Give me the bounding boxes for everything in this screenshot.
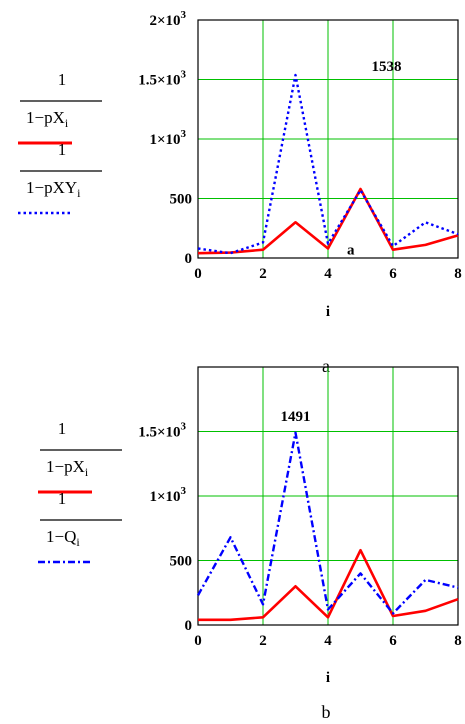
series-line-2 bbox=[197, 73, 459, 255]
legend-numerator: 1 bbox=[58, 70, 67, 89]
y-tick-label: 1×103 bbox=[149, 128, 186, 148]
plot-frame bbox=[197, 19, 459, 259]
x-tick-label: 8 bbox=[454, 633, 462, 649]
legend-numerator: 1 bbox=[58, 419, 67, 438]
legend-entry-2: 1 1−pXYi bbox=[18, 140, 102, 215]
y-tick-label: 2×103 bbox=[149, 9, 186, 29]
x-axis-label: i bbox=[326, 304, 330, 320]
y-tick-label: 0 bbox=[185, 251, 193, 267]
y-tick-label: 1×103 bbox=[149, 485, 186, 505]
chart-caption: b bbox=[322, 702, 331, 722]
series-line-2 bbox=[196, 431, 459, 615]
y-tick-label: 500 bbox=[170, 554, 193, 570]
chart-caption: a bbox=[322, 356, 330, 376]
annotation-label: 1538 bbox=[372, 59, 402, 75]
legend-entry-1: 1 1−pXi bbox=[38, 419, 122, 494]
series-line-1 bbox=[197, 187, 459, 255]
legend-denominator: 1−pXi bbox=[26, 108, 69, 130]
x-tick-label: 0 bbox=[194, 633, 202, 649]
x-tick-label: 4 bbox=[324, 633, 332, 649]
legend-denominator: 1−Qi bbox=[46, 527, 80, 549]
legend-numerator: 1 bbox=[58, 140, 67, 159]
legend-entry-2: 1 1−Qi bbox=[38, 489, 122, 564]
legend-numerator: 1 bbox=[58, 489, 67, 508]
chart-b: 0 500 1×103 1.5×103 0 2 4 6 8 ib 1491 1 1−pXi 1 1−Qi bbox=[38, 366, 462, 722]
legend-denominator: 1−pXi bbox=[46, 457, 89, 479]
x-tick-label: 6 bbox=[389, 633, 397, 649]
annotation-label: a bbox=[347, 242, 355, 258]
legend-entry-1: 1 1−pXi bbox=[18, 70, 102, 145]
y-tick-label: 0 bbox=[185, 618, 193, 634]
x-axis-label: i bbox=[326, 670, 330, 686]
x-tick-label: 8 bbox=[454, 266, 462, 282]
x-tick-label: 6 bbox=[389, 266, 397, 282]
legend-denominator: 1−pXYi bbox=[26, 178, 81, 200]
x-tick-label: 2 bbox=[259, 633, 267, 649]
annotation-label: 1491 bbox=[281, 409, 311, 425]
plot-frame bbox=[197, 366, 459, 626]
x-tick-label: 2 bbox=[259, 266, 267, 282]
y-tick-label: 500 bbox=[170, 192, 193, 208]
y-tick-label: 1.5×103 bbox=[138, 69, 186, 89]
x-tick-label: 0 bbox=[194, 266, 202, 282]
y-tick-label: 1.5×103 bbox=[138, 421, 186, 441]
x-tick-label: 4 bbox=[324, 266, 332, 282]
series-line-1 bbox=[198, 548, 459, 622]
